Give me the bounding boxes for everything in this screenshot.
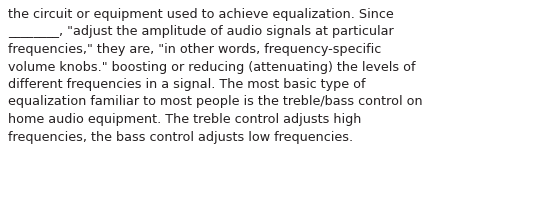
Text: the circuit or equipment used to achieve equalization. Since
________, "adjust t: the circuit or equipment used to achieve… — [8, 8, 422, 144]
